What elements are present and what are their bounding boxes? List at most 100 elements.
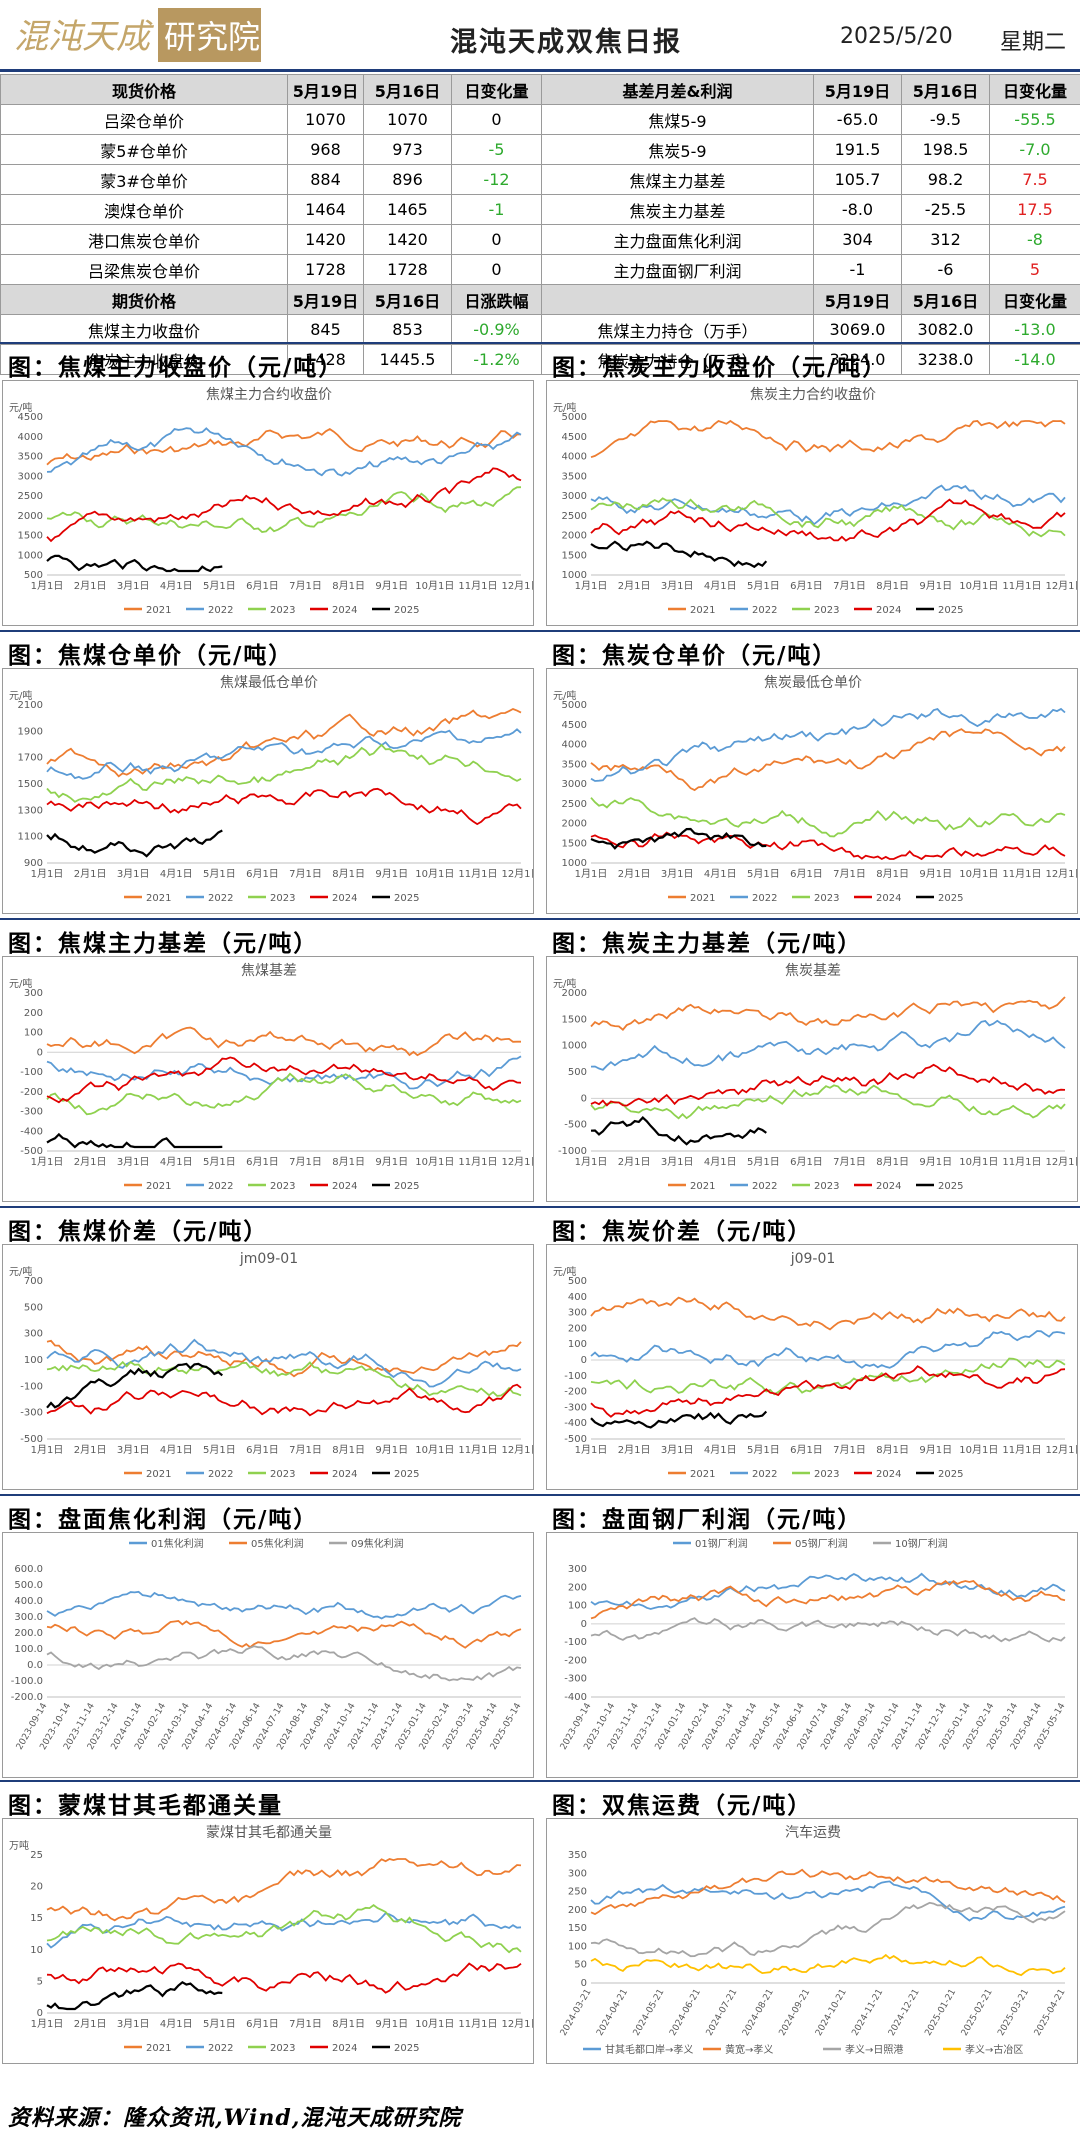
- chart-title-3: 图：焦炭仓单价（元/吨）: [552, 642, 838, 669]
- y-tick-label: -400: [564, 1692, 587, 1703]
- y-tick-label: 300: [24, 1329, 43, 1340]
- legend-label: 2024: [332, 1181, 357, 1192]
- chart-svg-8: 600.0 500.0 400.0 300.0 200.0 100.0 0.0 -100.0 -…: [11, 1537, 524, 1752]
- table-cell: 5月19日: [813, 284, 902, 315]
- table-cell: -9.5: [901, 104, 990, 135]
- table-cell: 1728: [287, 254, 364, 285]
- x-tick-label: 2月1日: [618, 868, 651, 880]
- series-line: [590, 1617, 1066, 1643]
- report-title: 混沌天成双焦日报: [450, 27, 682, 58]
- y-tick-label: 1700: [18, 753, 43, 764]
- series-line: [590, 1330, 1066, 1369]
- chart-title-11: 图：双焦运费（元/吨）: [552, 1792, 813, 1819]
- legend-label: 2021: [690, 1181, 715, 1192]
- series-line: [46, 486, 522, 533]
- chart-panel-2: 焦煤最低仓单价 元/吨 2100 1900 1700 1500 1300 1100 900 1月1…: [2, 668, 534, 914]
- x-tick-label: 11月1日: [1002, 1156, 1041, 1168]
- chart-panel-8: 600.0 500.0 400.0 300.0 200.0 100.0 0.0 -100.0 -…: [2, 1532, 534, 1778]
- series-line: [590, 1410, 768, 1429]
- series-line: [590, 540, 768, 569]
- x-tick-label: 2024-03-21: [559, 1988, 594, 2038]
- y-tick-label: 2000: [562, 531, 587, 542]
- chart-panel-4: 焦煤基差 元/吨 300 200 100 0 -100 -200 -300 -400 -500 1月1…: [2, 956, 534, 1202]
- series-line: [46, 1132, 223, 1149]
- table-cell: 焦炭主力持仓（万手）: [541, 344, 814, 375]
- x-tick-label: 2月1日: [618, 1444, 651, 1456]
- table-cell: 304: [813, 224, 902, 255]
- x-tick-label: 8月1日: [332, 1444, 365, 1456]
- table-header-row: 现货价格 5月19日 5月16日 日变化量 基差月差&利润 5月19日 5月16日 日变化量: [0, 74, 1080, 105]
- y-tick-label: 0: [581, 1093, 587, 1104]
- chart-svg-9: 3002001000-100-200-300-4002023-09-142023…: [559, 1537, 1068, 1752]
- unit-label: 元/吨: [9, 977, 32, 990]
- chart-panel-1: 焦炭主力合约收盘价 元/吨 5000 4500 4000 3500 3000 2500 2000…: [546, 380, 1078, 626]
- x-tick-label: 1月1日: [31, 1156, 64, 1168]
- x-tick-label: 10月1日: [415, 1444, 454, 1456]
- table-cell: -1.2%: [451, 344, 542, 375]
- legend-label: 2024: [876, 1469, 901, 1480]
- legend-label: 2025: [938, 893, 963, 904]
- y-tick-label: -100: [20, 1381, 43, 1392]
- y-tick-label: 4500: [18, 412, 43, 423]
- x-tick-label: 5月1日: [747, 1444, 780, 1456]
- series-line: [590, 497, 1066, 538]
- legend-label: 09焦化利润: [351, 1537, 404, 1550]
- y-tick-label: 4500: [562, 432, 587, 443]
- svg-text:混沌天成: 混沌天成: [14, 17, 155, 57]
- x-tick-label: 11月1日: [1002, 580, 1041, 592]
- x-tick-label: 7月1日: [289, 1444, 322, 1456]
- x-tick-label: 2024-05-21: [632, 1988, 667, 2038]
- unit-label: 元/吨: [553, 689, 576, 702]
- x-tick-label: 7月1日: [289, 868, 322, 880]
- series-line: [590, 1953, 1066, 1977]
- x-tick-label: 12月1日: [501, 868, 533, 880]
- x-tick-label: 10月1日: [959, 868, 998, 880]
- series-line: [590, 797, 1066, 838]
- table-cell: 澳煤仓单价: [0, 194, 288, 225]
- chart-title-4: 图：焦煤主力基差（元/吨）: [8, 930, 319, 957]
- table-cell: 焦煤5-9: [541, 104, 814, 135]
- legend-label: 2022: [208, 893, 233, 904]
- y-tick-label: 0: [37, 2008, 43, 2019]
- legend-label: 甘其毛都口岸→孝义: [605, 2043, 693, 2056]
- y-tick-label: 2000: [18, 511, 43, 522]
- x-tick-label: 10月1日: [959, 1156, 998, 1168]
- series-line: [590, 1084, 1066, 1120]
- series-line: [46, 1383, 522, 1417]
- table-cell: -8: [989, 224, 1080, 255]
- table-cell: 1070: [363, 104, 452, 135]
- legend-label: 2021: [146, 2043, 171, 2054]
- x-tick-label: 2025-04-21: [1033, 1988, 1068, 2038]
- x-tick-label: 5月1日: [203, 580, 236, 592]
- section-divider: [0, 918, 1080, 920]
- y-tick-label: 5000: [562, 700, 587, 711]
- x-tick-label: 9月1日: [375, 580, 408, 592]
- series-line: [590, 1880, 1066, 1922]
- x-tick-label: 2025-02-21: [960, 1988, 995, 2038]
- x-tick-label: 7月1日: [833, 1156, 866, 1168]
- y-tick-label: 300: [568, 1564, 587, 1575]
- chart-inner-title: j09-01: [790, 1251, 836, 1267]
- table-cell: 1728: [363, 254, 452, 285]
- legend-label: 2023: [270, 1181, 295, 1192]
- y-tick-label: -500: [20, 1434, 43, 1445]
- table-row: 澳煤仓单价 1464 1465 -1 焦炭主力基差 -8.0 -25.5 17.5: [0, 194, 1080, 225]
- table-cell: 焦煤主力持仓（万手）: [541, 314, 814, 345]
- series-line: [590, 1357, 1066, 1396]
- unit-label: 元/吨: [553, 401, 576, 414]
- series-line: [590, 1116, 767, 1146]
- y-tick-label: 400: [568, 1292, 587, 1303]
- table-cell: 焦煤主力基差: [541, 164, 814, 195]
- section-divider: [0, 1780, 1080, 1782]
- legend-label: 2022: [208, 605, 233, 616]
- chart-panel-0: 焦煤主力合约收盘价 元/吨 4500 4000 3500 3000 2500 2000 1500…: [2, 380, 534, 626]
- table-cell: 198.5: [901, 134, 990, 165]
- table-cell: 5月16日: [363, 284, 452, 315]
- legend-label: 2022: [752, 605, 777, 616]
- table-cell: 日变化量: [989, 284, 1080, 315]
- x-tick-label: 1月1日: [575, 1156, 608, 1168]
- table-cell: 5月16日: [901, 74, 990, 105]
